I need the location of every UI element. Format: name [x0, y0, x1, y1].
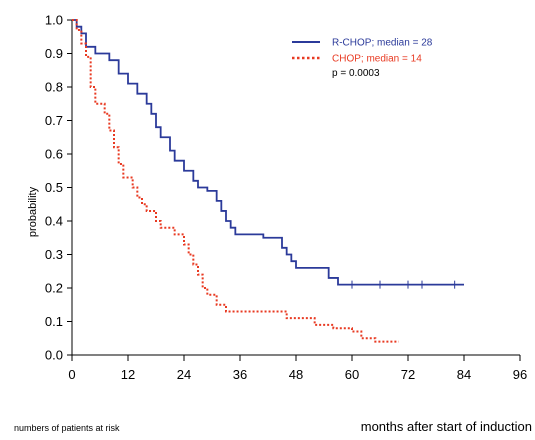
x-tick-label: 84 [457, 367, 471, 382]
x-tick-label: 12 [121, 367, 135, 382]
y-tick-label: 0.0 [45, 348, 63, 363]
x-tick-label: 72 [401, 367, 415, 382]
y-tick-label: 1.0 [45, 13, 63, 28]
y-tick-label: 0.3 [45, 247, 63, 262]
x-tick-label: 36 [233, 367, 247, 382]
y-tick-label: 0.5 [45, 180, 63, 195]
y-tick-label: 0.8 [45, 80, 63, 95]
y-ticks: 0.0 0.1 0.2 0.3 0.4 0.5 0.6 0.7 0.8 0.9 1.0 [45, 13, 72, 363]
series-chop-line [72, 19, 399, 343]
legend-rchop-label: R-CHOP; median = 28 [332, 38, 433, 49]
patients-at-risk-note: numbers of patients at risk [14, 423, 120, 433]
y-tick-label: 0.9 [45, 46, 63, 61]
legend: R-CHOP; median = 28 CHOP; median = 14 [292, 38, 433, 65]
x-tick-label: 24 [177, 367, 191, 382]
x-tick-label: 96 [513, 367, 527, 382]
x-tick-label: 0 [68, 367, 75, 382]
y-axis-title: probability [27, 186, 39, 237]
y-tick-label: 0.1 [45, 314, 63, 329]
p-value-label: p = 0.0003 [332, 68, 380, 79]
axes [71, 20, 520, 356]
series-rchop-line [72, 19, 464, 286]
y-tick-label: 0.7 [45, 113, 63, 128]
x-tick-label: 48 [289, 367, 303, 382]
x-ticks: 0 12 24 36 48 60 72 84 96 [68, 355, 527, 382]
x-tick-label: 60 [345, 367, 359, 382]
series-layer [72, 19, 464, 343]
y-tick-label: 0.2 [45, 281, 63, 296]
legend-chop-label: CHOP; median = 14 [332, 54, 422, 65]
y-tick-label: 0.4 [45, 214, 63, 229]
y-tick-label: 0.6 [45, 147, 63, 162]
x-axis-title: months after start of induction [361, 419, 532, 434]
